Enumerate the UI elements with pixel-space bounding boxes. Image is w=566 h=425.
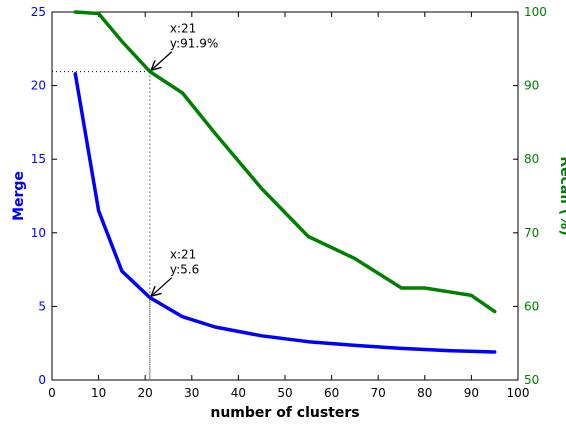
x-tick-label: 10: [91, 386, 106, 400]
left-tick-label: 15: [31, 152, 46, 166]
left-tick-label: 10: [31, 226, 46, 240]
x-tick-label: 40: [231, 386, 246, 400]
right-axis-ticks: 50 60 70 80 90 100: [513, 5, 547, 387]
x-tick-label: 0: [48, 386, 56, 400]
right-tick-label: 80: [524, 152, 539, 166]
annotation-x-label: x:21: [170, 248, 196, 262]
x-tick-label: 70: [371, 386, 386, 400]
left-tick-label: 0: [38, 373, 46, 387]
x-tick-label: 50: [277, 386, 292, 400]
right-tick-label: 90: [524, 79, 539, 93]
x-tick-label: 100: [507, 386, 530, 400]
left-tick-label: 5: [38, 299, 46, 313]
right-tick-label: 60: [524, 299, 539, 313]
right-tick-label: 70: [524, 226, 539, 240]
x-axis-ticks: 0 10 20 30 40 50 60 70 80 90 100: [48, 12, 529, 400]
annotation-guides: [52, 71, 151, 380]
x-tick-label: 30: [184, 386, 199, 400]
left-axis-label: Merge: [11, 171, 27, 221]
annotation-arrow: [152, 51, 173, 70]
right-axis-label: Recall (%): [557, 156, 566, 235]
annotations: x:21y:91.9%x:21y:5.6: [152, 22, 218, 296]
x-tick-label: 20: [138, 386, 153, 400]
left-tick-label: 20: [31, 79, 46, 93]
plot-area: [51, 11, 519, 381]
annotation-y-label: y:91.9%: [170, 37, 218, 51]
left-tick-label: 25: [31, 5, 46, 19]
annotation-arrow: [152, 277, 173, 296]
x-tick-label: 60: [324, 386, 339, 400]
recall-series-line: [73, 10, 497, 314]
annotation-y-label: y:5.6: [170, 263, 199, 277]
right-tick-label: 100: [524, 5, 547, 19]
x-tick-label: 90: [464, 386, 479, 400]
right-tick-label: 50: [524, 373, 539, 387]
x-axis-label: number of clusters: [210, 405, 359, 421]
annotation-x-label: x:21: [170, 22, 196, 36]
left-axis-ticks: 0 5 10 15 20 25: [31, 5, 57, 387]
x-tick-label: 80: [417, 386, 432, 400]
merge-series-line: [73, 72, 497, 354]
series-lines: [73, 10, 497, 354]
